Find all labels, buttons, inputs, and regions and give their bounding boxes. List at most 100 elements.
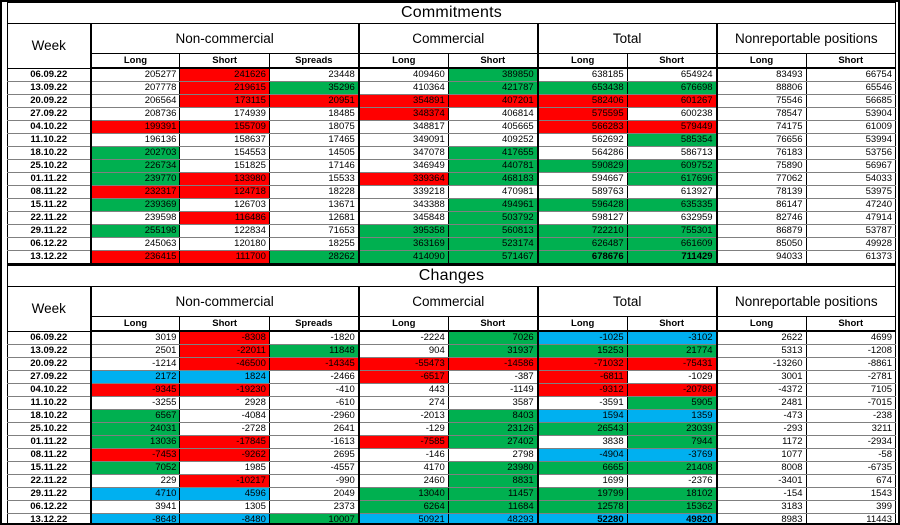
value-cell: -71032 (536, 357, 628, 371)
week-cell: 20.09.22 (7, 357, 92, 371)
subheader-spreads: Spreads (268, 316, 360, 332)
value-cell: -387 (447, 370, 539, 384)
value-cell: 20951 (268, 94, 360, 108)
subheader-long: Long (89, 53, 181, 69)
week-column-header: Week (7, 23, 91, 69)
value-cell: 8983 (715, 513, 807, 523)
value-cell: 31937 (447, 344, 539, 358)
week-cell: 25.10.22 (7, 422, 92, 436)
value-cell: 443 (357, 383, 449, 397)
value-cell: -990 (268, 474, 360, 488)
subheader-long: Long (357, 316, 449, 332)
value-cell: -55473 (357, 357, 449, 371)
value-cell: -1029 (626, 370, 718, 384)
value-cell: -19230 (179, 383, 270, 397)
value-cell: -154 (715, 487, 807, 501)
value-cell: 409252 (447, 133, 539, 147)
value-cell: 3587 (447, 396, 539, 410)
value-cell: 226734 (89, 159, 181, 173)
value-cell: 10007 (268, 513, 360, 523)
table-row: 20.09.22 -1214 -46500 -14345 -55473 -14586 -71… (7, 357, 896, 371)
value-cell: 15253 (536, 344, 628, 358)
value-cell: 354891 (357, 94, 449, 108)
value-cell: -8480 (179, 513, 270, 523)
table-row: 04.10.22 199391 155709 18075 348817 405665 566… (7, 120, 896, 134)
value-cell: 173115 (179, 94, 270, 108)
value-cell: 13671 (268, 198, 360, 212)
value-cell: 2695 (268, 448, 360, 462)
table-row: 04.10.22 -9345 -19230 -410 443 -1149 -9312 -207… (7, 383, 896, 397)
table-row: 13.12.22 236415 111700 28262 414090 571467 678… (7, 250, 896, 265)
week-cell: 08.11.22 (7, 185, 92, 199)
value-cell: 1359 (626, 409, 718, 423)
value-cell: -6517 (357, 370, 449, 384)
value-cell: 205277 (89, 67, 181, 82)
value-cell: 347078 (357, 146, 449, 160)
value-cell: 564286 (536, 146, 628, 160)
value-cell: 5313 (715, 344, 807, 358)
table-row: 06.09.22 205277 241626 23448 409460 389850 638… (7, 67, 896, 82)
value-cell: 407201 (447, 94, 539, 108)
value-cell: 17465 (268, 133, 360, 147)
value-cell: 414090 (357, 250, 449, 265)
group-header-commercial: Commercial (357, 23, 539, 54)
value-cell: 1985 (179, 461, 270, 475)
value-cell: 158637 (179, 133, 270, 147)
value-cell: 66754 (805, 67, 896, 82)
table-row: 18.10.22 202703 154553 14505 347078 417655 564… (7, 146, 896, 160)
subheader-short: Short (447, 316, 539, 332)
value-cell: 126703 (179, 198, 270, 212)
value-cell: 255198 (89, 224, 181, 238)
value-cell: -238 (805, 409, 896, 423)
value-cell: 199391 (89, 120, 181, 134)
value-cell: -9262 (179, 448, 270, 462)
value-cell: 49820 (626, 513, 718, 523)
value-cell: 638185 (536, 67, 628, 82)
value-cell: 23039 (626, 422, 718, 436)
value-cell: 11443 (805, 513, 896, 523)
week-cell: 15.11.22 (7, 461, 92, 475)
value-cell: 421787 (447, 81, 539, 95)
value-cell: 626487 (536, 237, 628, 251)
table-row: 08.11.22 232317 124718 18228 339218 470981 589… (7, 185, 896, 199)
value-cell: 7105 (805, 383, 896, 397)
changes-title: Changes (7, 265, 896, 287)
value-cell: 417655 (447, 146, 539, 160)
value-cell: 440781 (447, 159, 539, 173)
table-row: 27.09.22 208736 174939 18485 348374 406814 575… (7, 107, 896, 121)
week-cell: 13.12.22 (7, 513, 92, 523)
value-cell: -473 (715, 409, 807, 423)
value-cell: 50921 (357, 513, 449, 523)
value-cell: -1149 (447, 383, 539, 397)
value-cell: -13260 (715, 357, 807, 371)
group-header-nonreportable: Nonreportable positions (715, 286, 896, 317)
week-cell: 01.11.22 (7, 435, 92, 449)
table-row: 18.10.22 6567 -4084 -2960 -2013 8403 1594 1359-… (7, 409, 896, 423)
value-cell: 202703 (89, 146, 181, 160)
value-cell: 155709 (179, 120, 270, 134)
value-cell: 49928 (805, 237, 896, 251)
subheader-spreads: Spreads (268, 53, 360, 69)
value-cell: -3769 (626, 448, 718, 462)
value-cell: 94033 (715, 250, 807, 265)
commitments-tbody: 06.09.22 205277 241626 23448 409460 389850 638… (7, 67, 896, 265)
week-cell: 15.11.22 (7, 198, 92, 212)
value-cell: 88806 (715, 81, 807, 95)
value-cell: 598127 (536, 211, 628, 225)
table-row: 25.10.22 24031 -2728 2641 -129 23126 26543 2303… (7, 422, 896, 436)
table-row: 15.11.22 239369 126703 13671 343388 494961 596… (7, 198, 896, 212)
value-cell: 579449 (626, 120, 718, 134)
value-cell: 23126 (447, 422, 539, 436)
value-cell: -3255 (89, 396, 181, 410)
week-cell: 22.11.22 (7, 474, 92, 488)
value-cell: 13036 (89, 435, 181, 449)
value-cell: 4170 (357, 461, 449, 475)
value-cell: 21408 (626, 461, 718, 475)
value-cell: -7585 (357, 435, 449, 449)
week-cell: 25.10.22 (7, 159, 92, 173)
value-cell: 1077 (715, 448, 807, 462)
table-row: 22.11.22 229 -10217 -990 2460 8831 1699 -2376 -3… (7, 474, 896, 488)
value-cell: -6735 (805, 461, 896, 475)
value-cell: 53904 (805, 107, 896, 121)
